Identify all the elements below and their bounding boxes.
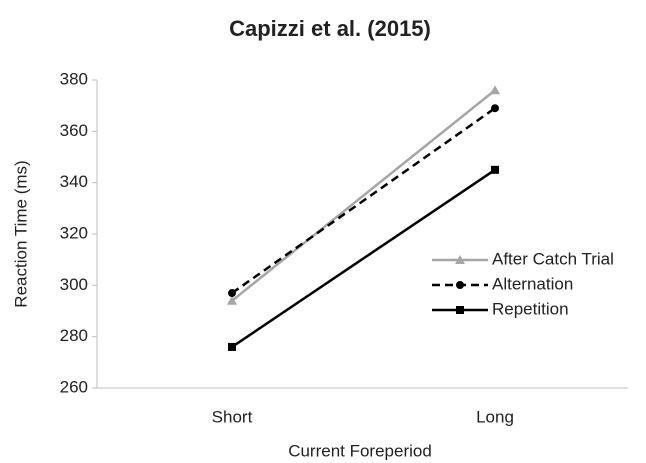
marker	[456, 281, 464, 289]
marker	[227, 295, 237, 305]
series-line	[231, 89, 496, 302]
series-line	[231, 168, 496, 348]
legend-label: After Catch Trial	[492, 249, 614, 268]
x-tick-label: Long	[476, 407, 514, 426]
y-tick-label: 320	[60, 223, 88, 242]
marker	[491, 104, 499, 113]
x-tick-label: Short	[212, 407, 253, 426]
legend-label: Repetition	[492, 299, 569, 318]
marker	[455, 255, 465, 264]
y-tick-label: 340	[60, 172, 88, 191]
series-line	[231, 107, 496, 295]
chart-title: Capizzi et al. (2015)	[229, 16, 431, 41]
y-tick-label: 300	[60, 275, 88, 294]
y-tick-label: 380	[60, 69, 88, 88]
y-tick-label: 360	[60, 121, 88, 140]
marker	[228, 289, 236, 298]
legend-label: Alternation	[492, 274, 573, 293]
marker	[456, 306, 464, 314]
marker	[491, 165, 499, 174]
x-axis-label: Current Foreperiod	[288, 441, 432, 460]
y-axis-label: Reaction Time (ms)	[11, 160, 30, 307]
marker	[228, 342, 236, 351]
marker	[490, 85, 500, 95]
y-tick-label: 260	[60, 377, 88, 396]
y-tick-label: 280	[60, 326, 88, 345]
